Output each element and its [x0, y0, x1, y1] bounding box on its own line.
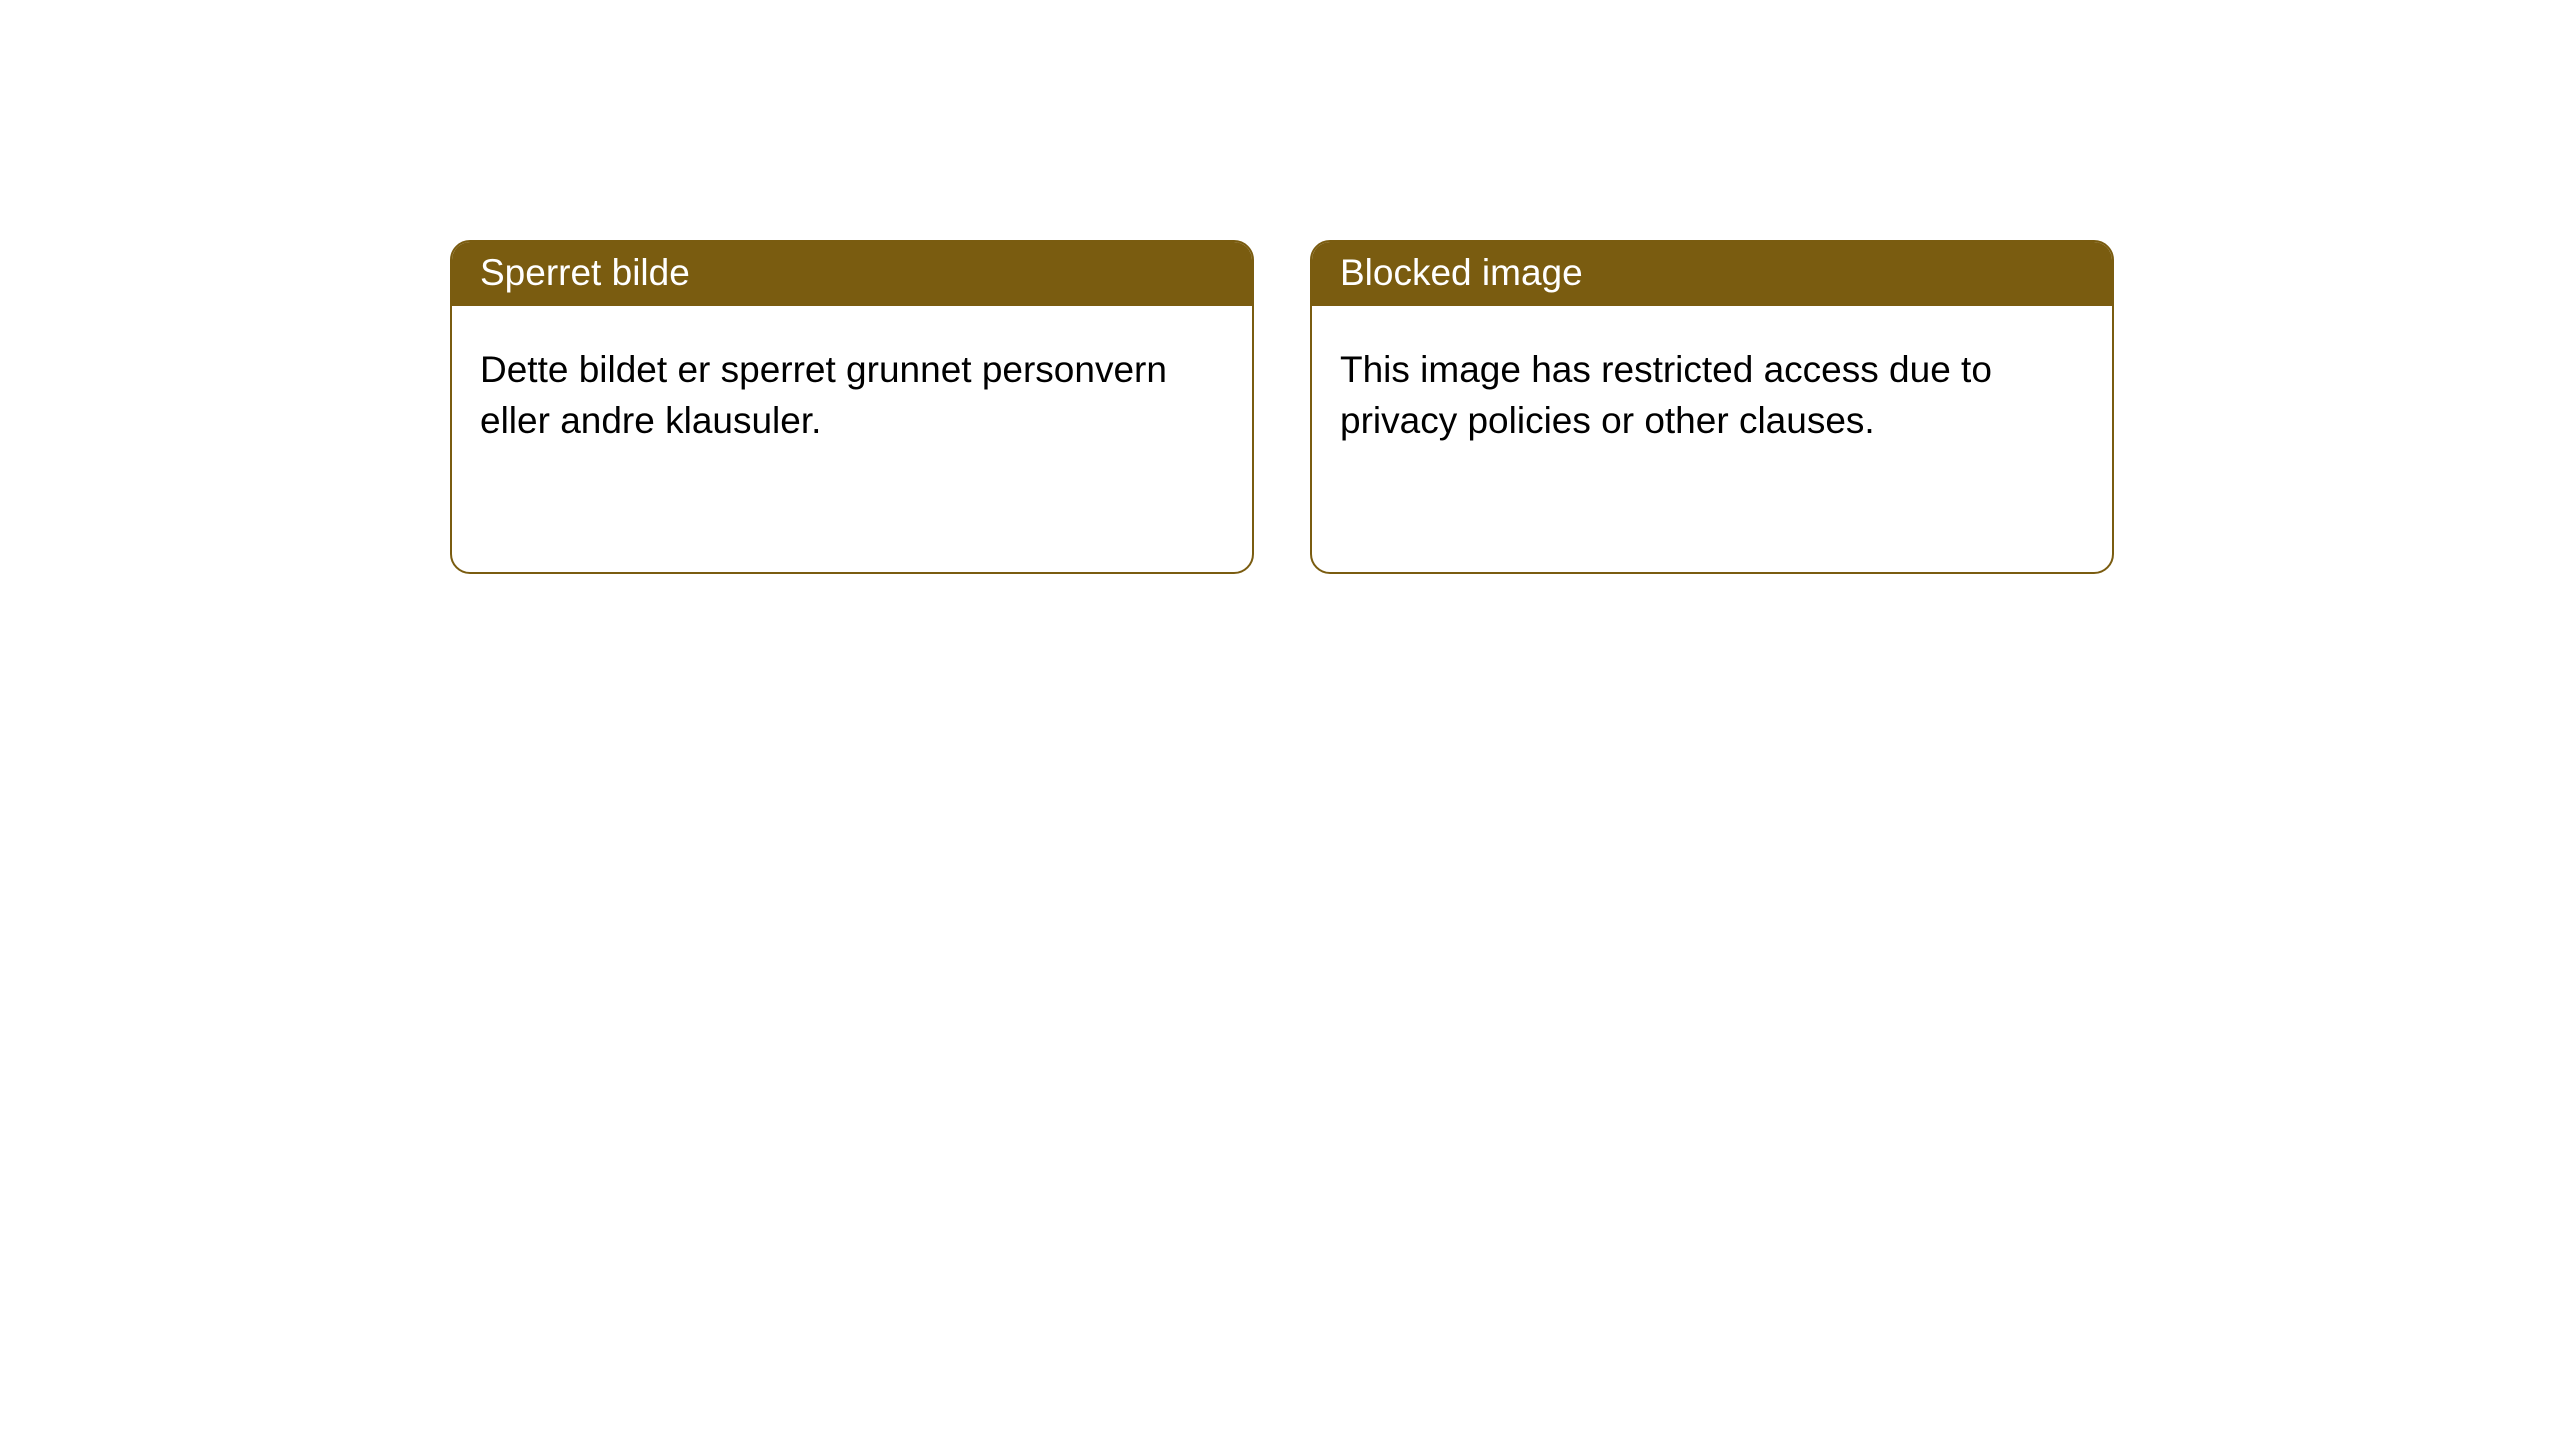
notice-card-english: Blocked image This image has restricted … — [1310, 240, 2114, 574]
notice-card-norwegian: Sperret bilde Dette bildet er sperret gr… — [450, 240, 1254, 574]
notice-body-text: This image has restricted access due to … — [1340, 349, 1992, 441]
notice-body: Dette bildet er sperret grunnet personve… — [452, 306, 1252, 474]
notice-title: Blocked image — [1340, 252, 1583, 293]
notice-container: Sperret bilde Dette bildet er sperret gr… — [0, 0, 2560, 574]
notice-header: Sperret bilde — [452, 242, 1252, 306]
notice-body-text: Dette bildet er sperret grunnet personve… — [480, 349, 1167, 441]
notice-title: Sperret bilde — [480, 252, 690, 293]
notice-header: Blocked image — [1312, 242, 2112, 306]
notice-body: This image has restricted access due to … — [1312, 306, 2112, 474]
